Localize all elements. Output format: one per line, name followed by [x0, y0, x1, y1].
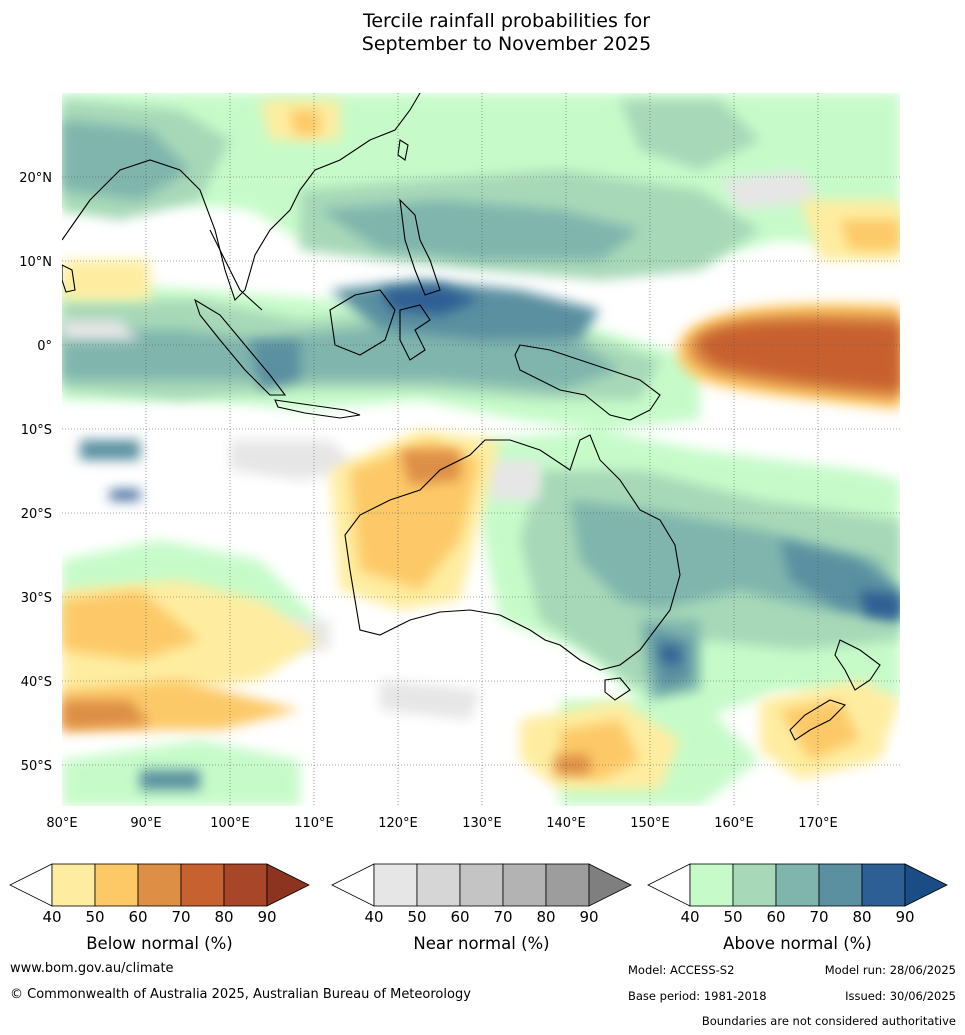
colorbar-segment [732, 863, 777, 907]
lat-label: 20°N [19, 171, 52, 186]
colorbar-tick-label: 50 [407, 908, 426, 926]
colorbar-title: Above normal (%) [723, 934, 872, 953]
colorbar-tick-label: 60 [450, 908, 469, 926]
colorbar-segment [94, 863, 139, 907]
colorbar-segment [459, 863, 504, 907]
java-coast [274, 399, 361, 419]
colorbar-max-extension [904, 863, 948, 907]
graticule [62, 93, 900, 806]
colorbar-tick-label: 80 [536, 908, 555, 926]
sri-lanka-coast [62, 264, 76, 293]
colorbar-segment [137, 863, 182, 907]
colorbar-tick-label: 50 [723, 908, 742, 926]
colorbar-tick-label: 60 [766, 908, 785, 926]
lat-label: 10°S [21, 423, 52, 438]
australia-coast [344, 434, 681, 671]
colorbar-max-extension [588, 863, 632, 907]
lon-label: 80°E [46, 816, 77, 831]
colorbar-min-extension [331, 863, 375, 907]
colorbar-segment [180, 863, 225, 907]
lat-label: 30°S [21, 591, 52, 606]
taiwan-coast [397, 139, 409, 161]
sumatra-coast [194, 298, 287, 396]
website-text: www.bom.gov.au/climate [10, 961, 174, 976]
colorbar-tick-label: 40 [680, 908, 699, 926]
legend-near-normal: 40 50 60 70 80 90 Near normal (%) [331, 863, 632, 953]
colorbar-segment [502, 863, 547, 907]
lon-label: 100°E [210, 816, 250, 831]
colorbar-tick-label: 70 [809, 908, 828, 926]
legend-below-normal: 40 50 60 70 80 90 Below normal (%) [9, 863, 310, 953]
lon-label: 90°E [130, 816, 161, 831]
colorbar-tick-label: 90 [257, 908, 276, 926]
issued-text: Issued: 30/06/2025 [845, 989, 956, 1003]
probability-fields [62, 93, 900, 806]
colorbar-segment [545, 863, 590, 907]
colorbar-tick-label: 70 [171, 908, 190, 926]
colorbar-title: Near normal (%) [413, 934, 549, 953]
lat-label: 20°S [21, 507, 52, 522]
colorbar-tick-label: 70 [493, 908, 512, 926]
lon-label: 130°E [462, 816, 502, 831]
latitude-labels: 20°N 10°N 0° 10°S 20°S 30°S 40°S 50°S [19, 171, 52, 774]
colorbar-segment [416, 863, 461, 907]
below-equatorial-pacific [676, 303, 900, 410]
copyright-text: © Commonwealth of Australia 2025, Austra… [10, 987, 471, 1002]
tasmania-coast [604, 677, 631, 701]
malay-peninsula-coast [209, 229, 263, 311]
lat-label: 10°N [19, 255, 52, 270]
disclaimer-text: Boundaries are not considered authoritat… [701, 1014, 956, 1028]
colorbar-min-extension [9, 863, 53, 907]
legend-above-normal: 40 50 60 70 80 90 Above normal (%) [647, 863, 948, 953]
colorbar-max-extension [266, 863, 310, 907]
colorbar-segment [775, 863, 820, 907]
model-run-text: Model run: 28/06/2025 [824, 963, 956, 977]
coastlines [62, 93, 881, 741]
borneo-coast [329, 289, 396, 356]
new-guinea-coast [514, 344, 661, 421]
lon-label: 110°E [294, 816, 334, 831]
nz-south-coast [789, 699, 847, 741]
colorbar-tick-label: 40 [364, 908, 383, 926]
colorbar-tick-label: 80 [852, 908, 871, 926]
lon-label: 140°E [546, 816, 586, 831]
colorbar-segment [51, 863, 96, 907]
title-line-1: Tercile rainfall probabilities for [362, 10, 651, 32]
colorbar-tick-label: 60 [128, 908, 147, 926]
base-period-text: Base period: 1981-2018 [628, 989, 767, 1003]
lat-label: 50°S [21, 759, 52, 774]
colorbar-segment [861, 863, 906, 907]
sulawesi-coast [399, 304, 431, 361]
colorbar-title: Below normal (%) [86, 934, 233, 953]
near-normal-areas [62, 170, 820, 720]
asia-coast [62, 93, 421, 302]
colorbar-tick-label: 40 [42, 908, 61, 926]
below-60-70-areas [62, 450, 590, 775]
lon-label: 150°E [630, 816, 670, 831]
lon-label: 160°E [714, 816, 754, 831]
colorbar-segment [373, 863, 418, 907]
lon-label: 170°E [798, 816, 838, 831]
colorbar-min-extension [647, 863, 691, 907]
lon-label: 120°E [378, 816, 418, 831]
longitude-labels: 80°E 90°E 100°E 110°E 120°E 130°E 140°E … [46, 816, 837, 831]
colorbar-tick-label: 50 [85, 908, 104, 926]
colorbar-tick-label: 90 [895, 908, 914, 926]
lat-label: 40°S [21, 675, 52, 690]
title-line-2: September to November 2025 [361, 33, 652, 55]
map-title: Tercile rainfall probabilities for Septe… [0, 10, 965, 56]
above-80-90-areas [110, 285, 900, 665]
colorbar-tick-label: 80 [214, 908, 233, 926]
model-text: Model: ACCESS-S2 [628, 963, 735, 977]
nz-north-coast [834, 639, 881, 691]
colorbar-tick-label: 90 [579, 908, 598, 926]
colorbar-segment [818, 863, 863, 907]
philippines-coast [399, 198, 441, 296]
colorbar-segment [223, 863, 268, 907]
colorbar-segment [689, 863, 734, 907]
lat-label: 0° [37, 339, 52, 354]
